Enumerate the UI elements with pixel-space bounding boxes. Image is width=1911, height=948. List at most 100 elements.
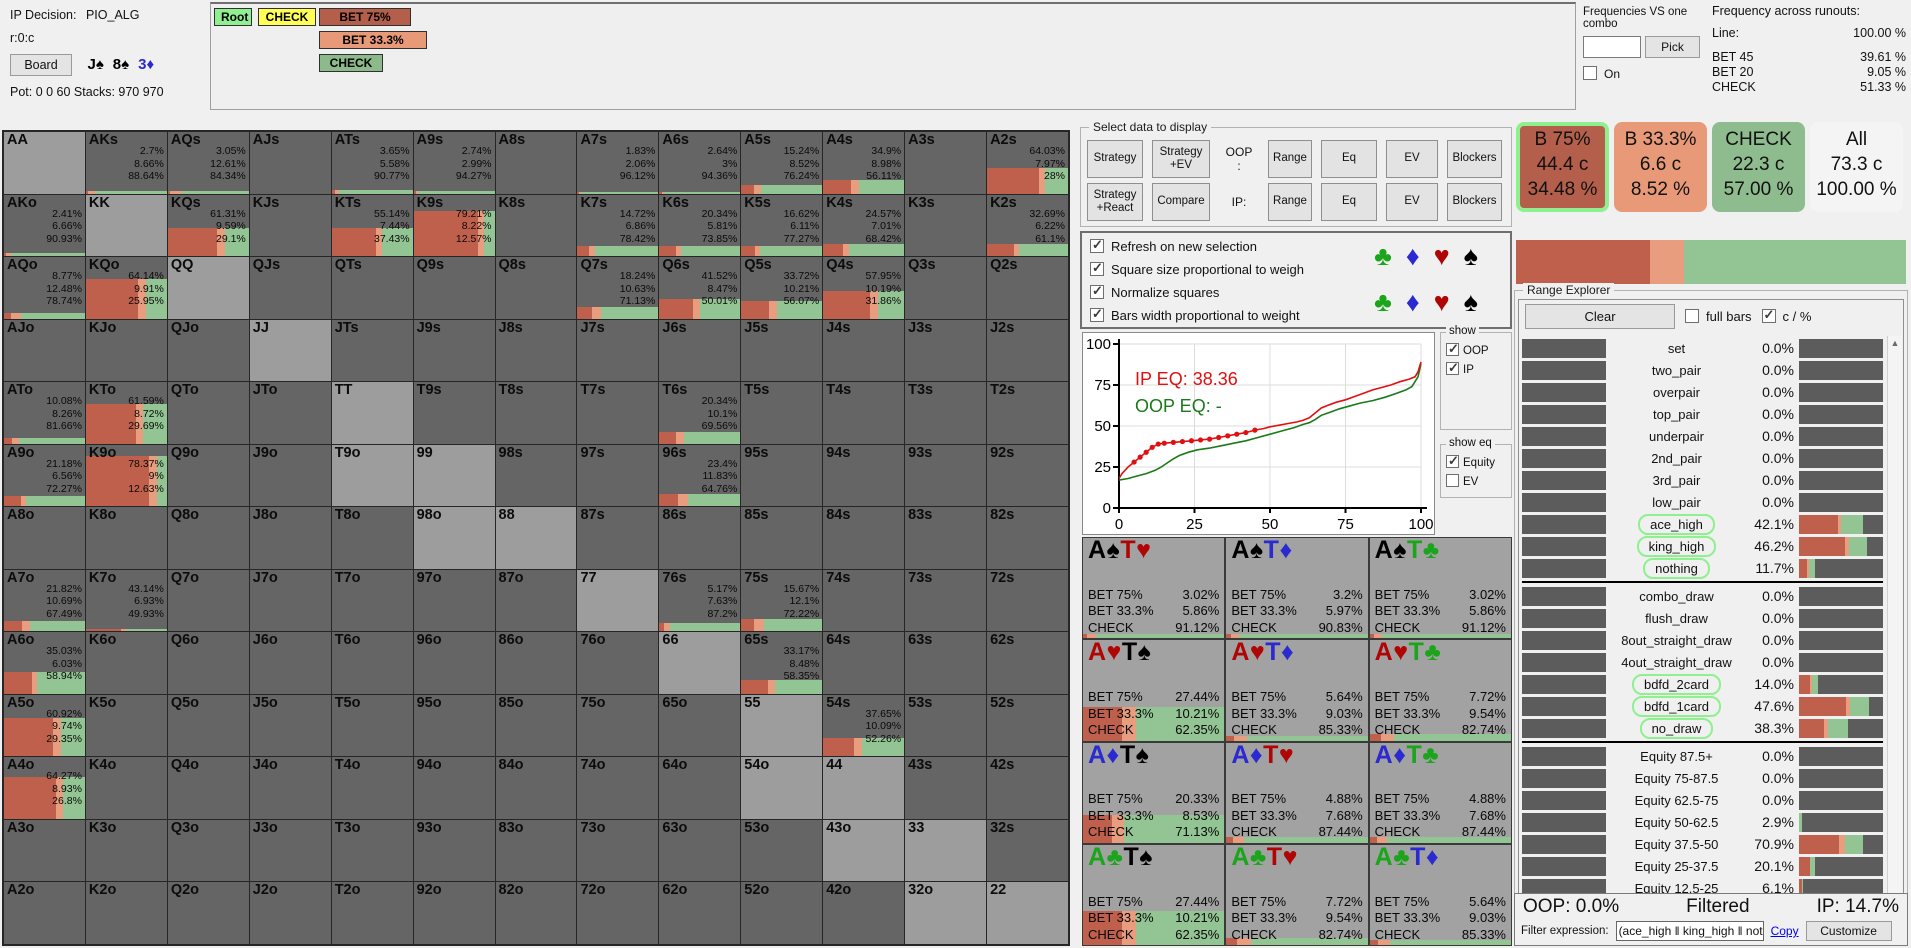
- matrix-cell-Q5s[interactable]: Q5s 33.72% 10.21% 56.07%: [741, 257, 823, 319]
- category-label[interactable]: bdfd_2card: [1631, 673, 1722, 695]
- matrix-cell-KK[interactable]: KK: [85, 194, 167, 257]
- matrix-cell-84s[interactable]: 84s: [823, 507, 905, 569]
- matrix-cell-Q5o[interactable]: Q5o: [167, 694, 249, 757]
- tree-node-bet-33-3--3[interactable]: BET 33.3%: [319, 31, 427, 49]
- matrix-cell-QTs[interactable]: QTs: [331, 257, 413, 319]
- combo-input[interactable]: [1583, 36, 1641, 58]
- summary-box-b-33-3-[interactable]: B 33.3% 6.6 c 8.52 %: [1614, 122, 1707, 212]
- matrix-cell-43o[interactable]: 43o: [823, 819, 905, 882]
- show-checkbox[interactable]: [1446, 474, 1459, 487]
- matrix-cell-64o[interactable]: 64o: [659, 757, 741, 819]
- diamond-suit-icon[interactable]: ♦: [1405, 241, 1434, 271]
- club-suit-icon[interactable]: ♣: [1374, 287, 1406, 317]
- matrix-cell-AKs[interactable]: AKs 2.7% 8.66% 88.64%: [85, 132, 167, 194]
- matrix-cell-87o[interactable]: 87o: [495, 569, 577, 632]
- category-label[interactable]: underpair: [1649, 428, 1704, 444]
- matrix-cell-QQ[interactable]: QQ: [167, 257, 249, 319]
- matrix-cell-KQo[interactable]: KQo 64.14% 9.91% 25.95%: [85, 257, 167, 319]
- summary-box-all[interactable]: All 73.3 c 100.00 %: [1810, 122, 1903, 212]
- matrix-cell-K3o[interactable]: K3o: [85, 819, 167, 882]
- matrix-cell-43s[interactable]: 43s: [905, 757, 987, 819]
- matrix-cell-KTo[interactable]: KTo 61.59% 8.72% 29.69%: [85, 382, 167, 444]
- show-checkbox[interactable]: [1446, 360, 1459, 376]
- matrix-cell-K6s[interactable]: K6s 20.34% 5.81% 73.85%: [659, 194, 741, 257]
- matrix-cell-K5o[interactable]: K5o: [85, 694, 167, 757]
- matrix-cell-64s[interactable]: 64s: [823, 632, 905, 694]
- matrix-cell-86o[interactable]: 86o: [495, 632, 577, 694]
- combo-cell-AcTd[interactable]: A♣T♦ BET 75% 5.64% BET 33.3% 9.03% CHECK 85.33…: [1369, 844, 1511, 945]
- matrix-cell-Q2o[interactable]: Q2o: [167, 882, 249, 944]
- spade-suit-icon[interactable]: ♠: [1463, 287, 1492, 317]
- matrix-cell-Q2s[interactable]: Q2s: [987, 257, 1068, 319]
- matrix-cell-J7o[interactable]: J7o: [249, 569, 331, 632]
- matrix-cell-Q9o[interactable]: Q9o: [167, 444, 249, 507]
- matrix-cell-98s[interactable]: 98s: [495, 444, 577, 507]
- category-label[interactable]: ace_high: [1638, 513, 1715, 535]
- show-option-ip[interactable]: IP: [1446, 360, 1506, 376]
- matrix-cell-K6o[interactable]: K6o: [85, 632, 167, 694]
- diamond-suit-icon[interactable]: ♦: [1405, 287, 1434, 317]
- tree-node-bet-75--2[interactable]: BET 75%: [319, 8, 411, 26]
- matrix-cell-Q8o[interactable]: Q8o: [167, 507, 249, 569]
- matrix-cell-53s[interactable]: 53s: [905, 694, 987, 757]
- tree-node-check-1[interactable]: CHECK: [258, 8, 316, 26]
- matrix-cell-K8o[interactable]: K8o: [85, 507, 167, 569]
- c-pct-checkbox[interactable]: [1761, 307, 1776, 323]
- category-label[interactable]: 3rd_pair: [1652, 472, 1701, 488]
- matrix-cell-85s[interactable]: 85s: [741, 507, 823, 569]
- category-label[interactable]: two_pair: [1651, 362, 1702, 378]
- category-label[interactable]: 4out_straight_draw: [1621, 654, 1732, 670]
- matrix-cell-T9o[interactable]: T9o: [331, 444, 413, 507]
- matrix-cell-53o[interactable]: 53o: [741, 819, 823, 882]
- matrix-cell-A5s[interactable]: A5s 15.24% 8.52% 76.24%: [741, 132, 823, 194]
- pick-button[interactable]: Pick: [1645, 36, 1700, 58]
- spade-suit-icon[interactable]: ♠: [1463, 241, 1492, 271]
- category-label[interactable]: low_pair: [1652, 494, 1701, 510]
- matrix-cell-K2s[interactable]: K2s 32.69% 6.22% 61.1%: [987, 194, 1068, 257]
- copy-link[interactable]: Copy: [1770, 924, 1799, 938]
- customize-button[interactable]: Customize: [1805, 921, 1892, 941]
- option-checkbox[interactable]: [1090, 237, 1104, 253]
- show-checkbox[interactable]: [1446, 341, 1459, 357]
- category-label[interactable]: set: [1667, 340, 1686, 356]
- matrix-cell-J9s[interactable]: J9s: [413, 319, 495, 382]
- combo-cell-AsTc[interactable]: A♠T♣ BET 75% 3.02% BET 33.3% 5.86% CHECK 91.12…: [1369, 538, 1511, 639]
- matrix-cell-75o[interactable]: 75o: [577, 694, 659, 757]
- matrix-cell-42s[interactable]: 42s: [987, 757, 1068, 819]
- matrix-cell-K9o[interactable]: K9o 78.37% 9% 12.63%: [85, 444, 167, 507]
- matrix-cell-T6o[interactable]: T6o: [331, 632, 413, 694]
- category-label[interactable]: Equity 62.5-75: [1634, 792, 1719, 808]
- matrix-cell-JJ[interactable]: JJ: [249, 319, 331, 382]
- matrix-cell-TT[interactable]: TT: [331, 382, 413, 444]
- matrix-cell-J8o[interactable]: J8o: [249, 507, 331, 569]
- display-button-strategy-ev[interactable]: Strategy +EV: [1152, 140, 1210, 178]
- matrix-cell-ATs[interactable]: ATs 3.65% 5.58% 90.77%: [331, 132, 413, 194]
- combo-cell-AcTh[interactable]: A♣T♥ BET 75% 7.72% BET 33.3% 9.54% CHECK 82.74…: [1226, 844, 1368, 945]
- combo-cell-AdTc[interactable]: A♦T♣ BET 75% 4.88% BET 33.3% 7.68% CHECK 87.44…: [1369, 742, 1511, 843]
- heart-suit-icon[interactable]: ♥: [1433, 241, 1464, 271]
- matrix-cell-T2s[interactable]: T2s: [987, 382, 1068, 444]
- matrix-cell-63o[interactable]: 63o: [659, 819, 741, 882]
- matrix-cell-K8s[interactable]: K8s: [495, 194, 577, 257]
- combo-cell-AsTh[interactable]: A♠T♥ BET 75% 3.02% BET 33.3% 5.86% CHECK 91.12…: [1083, 538, 1225, 639]
- display-button-eq[interactable]: Eq: [1321, 183, 1377, 221]
- matrix-cell-54o[interactable]: 54o: [741, 757, 823, 819]
- matrix-cell-66[interactable]: 66: [659, 632, 741, 694]
- category-label[interactable]: top_pair: [1653, 406, 1700, 422]
- category-label[interactable]: Equity 75-87.5: [1634, 770, 1719, 786]
- matrix-cell-KTs[interactable]: KTs 55.14% 7.44% 37.43%: [331, 194, 413, 257]
- matrix-cell-T4o[interactable]: T4o: [331, 757, 413, 819]
- combo-cell-AcTs[interactable]: A♣T♠ BET 75% 27.44% BET 33.3% 10.21% CHECK 62.…: [1083, 844, 1225, 945]
- matrix-cell-J3o[interactable]: J3o: [249, 819, 331, 882]
- matrix-cell-Q7s[interactable]: Q7s 18.24% 10.63% 71.13%: [577, 257, 659, 319]
- matrix-cell-A6s[interactable]: A6s 2.64% 3% 94.36%: [659, 132, 741, 194]
- matrix-cell-K3s[interactable]: K3s: [905, 194, 987, 257]
- matrix-cell-K7o[interactable]: K7o 43.14% 6.93% 49.93%: [85, 569, 167, 632]
- matrix-cell-A4s[interactable]: A4s 34.9% 8.98% 56.11%: [823, 132, 905, 194]
- full-bars-checkbox-row[interactable]: full bars: [1685, 309, 1752, 324]
- matrix-cell-A3o[interactable]: A3o: [4, 819, 85, 882]
- matrix-cell-KQs[interactable]: KQs 61.31% 9.59% 29.1%: [167, 194, 249, 257]
- display-button-eq[interactable]: Eq: [1321, 140, 1377, 178]
- category-label[interactable]: flush_draw: [1645, 610, 1708, 626]
- matrix-cell-T9s[interactable]: T9s: [413, 382, 495, 444]
